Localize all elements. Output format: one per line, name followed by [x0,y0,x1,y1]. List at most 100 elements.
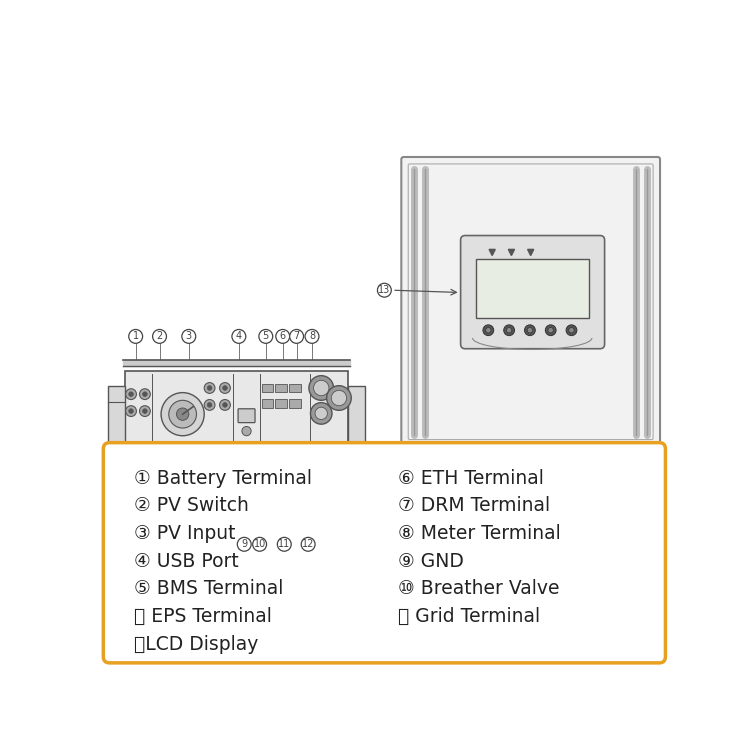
Text: 1: 1 [133,332,139,341]
Circle shape [302,537,315,551]
Text: ⑬ Grid Terminal: ⑬ Grid Terminal [398,608,540,626]
Circle shape [486,328,491,333]
Text: 4: 4 [236,332,242,341]
Text: 3: 3 [186,332,192,341]
FancyBboxPatch shape [238,409,255,423]
Circle shape [129,409,134,413]
Circle shape [309,376,334,400]
Text: 10: 10 [254,539,266,549]
Circle shape [524,325,536,336]
FancyBboxPatch shape [496,448,511,459]
FancyBboxPatch shape [514,459,547,493]
Text: 5: 5 [262,332,269,341]
Circle shape [332,390,346,406]
Circle shape [220,382,230,394]
Text: ⑨ GND: ⑨ GND [398,552,464,571]
Text: ④ USB Port: ④ USB Port [134,552,238,571]
Circle shape [223,403,227,407]
Circle shape [566,325,577,336]
Circle shape [314,380,329,396]
Circle shape [204,400,215,410]
Circle shape [129,329,142,344]
Circle shape [207,386,212,390]
Text: 12: 12 [302,539,314,549]
Text: ⑤ BMS Terminal: ⑤ BMS Terminal [134,580,284,598]
Circle shape [310,452,340,483]
Circle shape [310,403,332,424]
Circle shape [545,325,556,336]
Circle shape [276,329,290,344]
Circle shape [182,329,196,344]
Bar [348,386,365,444]
Text: 8: 8 [309,332,315,341]
Text: ⑦ DRM Terminal: ⑦ DRM Terminal [398,496,550,515]
Circle shape [129,392,134,397]
Circle shape [126,406,136,416]
Circle shape [504,325,515,336]
Text: 2: 2 [157,332,163,341]
Circle shape [140,388,150,400]
Circle shape [377,284,392,297]
Circle shape [506,328,512,333]
Polygon shape [527,250,534,256]
Circle shape [176,408,189,420]
FancyBboxPatch shape [290,384,301,392]
Circle shape [290,329,304,344]
Circle shape [232,329,246,344]
FancyBboxPatch shape [262,384,273,392]
FancyBboxPatch shape [460,236,604,349]
Polygon shape [489,250,495,256]
FancyBboxPatch shape [524,448,538,459]
Circle shape [278,537,291,551]
Circle shape [259,329,273,344]
Bar [108,386,125,444]
Text: 6: 6 [280,332,286,341]
Circle shape [242,427,251,436]
Bar [406,444,656,461]
FancyBboxPatch shape [466,448,480,459]
Circle shape [142,409,147,413]
FancyBboxPatch shape [290,399,301,408]
Text: ⑭LCD Display: ⑭LCD Display [134,635,259,654]
Circle shape [305,329,319,344]
Circle shape [568,328,574,333]
Circle shape [327,386,351,410]
Circle shape [152,329,166,344]
Circle shape [527,328,532,333]
Circle shape [161,392,204,436]
FancyBboxPatch shape [262,399,273,408]
FancyBboxPatch shape [476,259,590,318]
Text: ⑥ ETH Terminal: ⑥ ETH Terminal [398,469,544,488]
Circle shape [220,400,230,410]
Circle shape [315,407,328,419]
Circle shape [142,392,147,397]
Circle shape [140,406,150,416]
Text: ③ PV Input: ③ PV Input [134,524,236,543]
Circle shape [207,403,212,407]
Bar [125,371,348,460]
Text: ⑫ EPS Terminal: ⑫ EPS Terminal [134,608,272,626]
Circle shape [237,537,251,551]
Circle shape [223,386,227,390]
Text: ② PV Switch: ② PV Switch [134,496,249,515]
Circle shape [169,400,196,428]
FancyBboxPatch shape [275,399,287,408]
Circle shape [548,328,554,333]
FancyBboxPatch shape [275,384,287,392]
FancyBboxPatch shape [435,448,449,459]
Polygon shape [509,250,515,256]
Circle shape [304,446,346,489]
Circle shape [483,325,494,336]
Text: 11: 11 [278,539,290,549]
Text: ① Battery Terminal: ① Battery Terminal [134,469,312,488]
Text: ⑩ Breather Valve: ⑩ Breather Valve [398,580,560,598]
Circle shape [126,388,136,400]
Text: 9: 9 [242,539,248,549]
FancyBboxPatch shape [401,157,660,446]
FancyBboxPatch shape [104,442,665,663]
Circle shape [204,382,215,394]
Text: 7: 7 [293,332,300,341]
Text: ⑧ Meter Terminal: ⑧ Meter Terminal [398,524,561,543]
Circle shape [253,537,266,551]
Text: 13: 13 [378,285,391,296]
